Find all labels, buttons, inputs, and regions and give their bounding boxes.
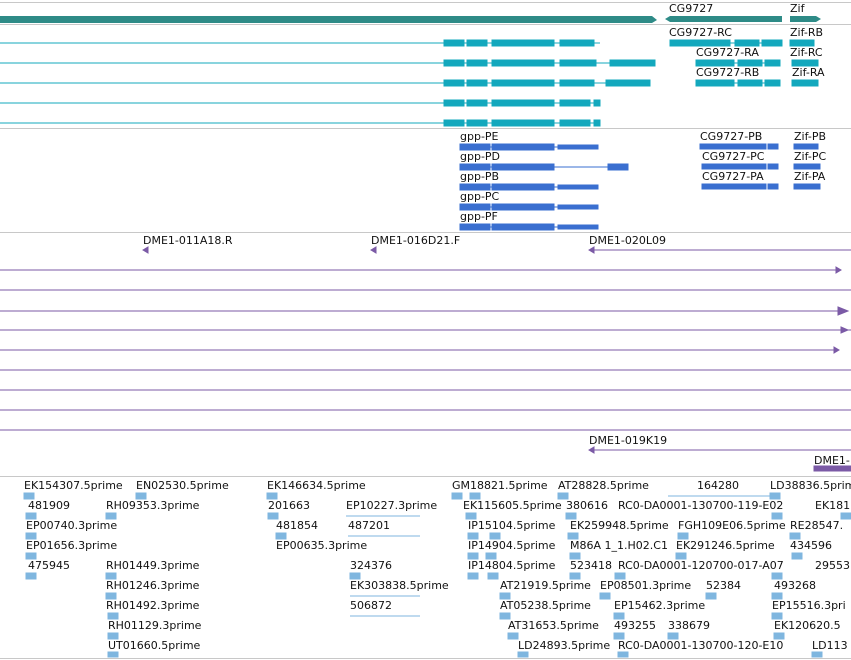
est-label[interactable]: EN02530.5prime <box>136 479 229 492</box>
est-label[interactable]: RH01492.3prime <box>106 599 200 612</box>
est-label[interactable]: RC0-DA0001-120700-017-A07 <box>618 559 784 572</box>
gene-label[interactable]: Zif <box>790 2 805 15</box>
est-label[interactable]: RC0-DA0001-130700-120-E10 <box>618 639 784 652</box>
protein-label[interactable]: CG9727-PC <box>702 150 765 163</box>
transcript-label[interactable]: CG9727-RA <box>696 46 759 59</box>
est-label[interactable]: UT01660.5prime <box>108 639 201 652</box>
est-label[interactable]: 380616 <box>566 499 608 512</box>
est-label[interactable]: EK120620.5 <box>774 619 841 632</box>
est-label[interactable]: EK181 <box>815 499 851 512</box>
est-label[interactable]: EP15516.3pri <box>772 599 846 612</box>
est-label[interactable]: RH01449.3prime <box>106 559 200 572</box>
arrow-right-icon <box>652 16 657 23</box>
protein-label[interactable]: gpp-PC <box>460 190 500 203</box>
clone-label[interactable]: DME1-011A18.R <box>143 234 233 247</box>
protein-label[interactable]: Zif-PB <box>794 130 827 143</box>
est-label[interactable]: RH09353.3prime <box>106 499 200 512</box>
est-label[interactable]: EK146634.5prime <box>267 479 366 492</box>
est-label[interactable]: EP01656.3prime <box>26 539 118 552</box>
est-label[interactable]: 324376 <box>350 559 392 572</box>
gene-feature[interactable] <box>0 16 652 23</box>
est-label[interactable]: EP10227.3prime <box>346 499 438 512</box>
transcript-label[interactable]: CG9727-RB <box>696 66 760 79</box>
est-label[interactable]: 481909 <box>28 499 70 512</box>
transcript-label[interactable]: Zif-RB <box>790 26 824 39</box>
est-label[interactable]: RH01129.3prime <box>108 619 202 632</box>
est-label[interactable]: GM18821.5prime <box>452 479 548 492</box>
est-label[interactable]: 52384 <box>706 579 741 592</box>
est-label[interactable]: IP14804.5prime <box>468 559 556 572</box>
est-label[interactable]: LD38836.5prime <box>770 479 851 492</box>
transcript-label[interactable]: CG9727-RC <box>669 26 732 39</box>
est-label[interactable]: M86A 1_1.H02.C1 <box>570 539 668 552</box>
protein-label[interactable]: CG9727-PA <box>702 170 764 183</box>
transcript-label[interactable]: Zif-RC <box>790 46 823 59</box>
est-label[interactable]: FGH109E06.5prime <box>678 519 786 532</box>
track-divider <box>0 232 851 233</box>
protein-label[interactable]: gpp-PF <box>460 210 498 223</box>
clone-graphics <box>0 246 851 472</box>
est-label[interactable]: EK154307.5prime <box>24 479 123 492</box>
est-label[interactable]: 506872 <box>350 599 392 612</box>
est-label[interactable]: AT05238.5prime <box>500 599 591 612</box>
est-label[interactable]: EK259948.5prime <box>570 519 669 532</box>
est-label[interactable]: IP15104.5prime <box>468 519 556 532</box>
protein-label[interactable]: gpp-PB <box>460 170 500 183</box>
protein-label[interactable]: Zif-PA <box>794 170 826 183</box>
est-label[interactable]: EP00740.3prime <box>26 519 118 532</box>
est-label[interactable]: EK115605.5prime <box>463 499 562 512</box>
est-label[interactable]: EP15462.3prime <box>614 599 706 612</box>
gene-feature[interactable] <box>670 16 782 22</box>
arrow-right-icon <box>816 16 821 22</box>
clone-label[interactable]: DME1-016D21.F <box>371 234 461 247</box>
transcript-graphics <box>0 39 819 127</box>
est-label[interactable]: AT21919.5prime <box>500 579 591 592</box>
est-label[interactable]: EP08501.3prime <box>600 579 692 592</box>
est-label[interactable]: 201663 <box>268 499 310 512</box>
est-label[interactable]: 481854 <box>276 519 318 532</box>
est-label[interactable]: IP14904.5prime <box>468 539 556 552</box>
track-divider <box>0 2 851 3</box>
est-label[interactable]: 29553 <box>815 559 850 572</box>
est-label[interactable]: 493255 <box>614 619 656 632</box>
track-divider <box>0 476 851 477</box>
track-divider <box>0 128 851 129</box>
est-label[interactable]: 523418 <box>570 559 612 572</box>
clone-label[interactable]: DME1-020L09 <box>589 234 666 247</box>
est-label[interactable]: RH01246.3prime <box>106 579 200 592</box>
est-label[interactable]: 164280 <box>697 479 739 492</box>
est-label[interactable]: AT28828.5prime <box>558 479 649 492</box>
est-label[interactable]: EK291246.5prime <box>676 539 775 552</box>
est-label[interactable]: 434596 <box>790 539 832 552</box>
est-label[interactable]: EK303838.5prime <box>350 579 449 592</box>
est-label[interactable]: EP00635.3prime <box>276 539 368 552</box>
transcript-label[interactable]: Zif-RA <box>792 66 825 79</box>
gene-feature[interactable] <box>790 16 816 22</box>
gene-label[interactable]: CG9727 <box>669 2 714 15</box>
protein-label[interactable]: CG9727-PB <box>700 130 763 143</box>
est-label[interactable]: 487201 <box>348 519 390 532</box>
clone-label[interactable]: DME1-019K19 <box>589 434 668 447</box>
protein-graphics <box>459 143 821 231</box>
clone-label[interactable]: DME1- <box>814 454 850 467</box>
protein-label[interactable]: gpp-PD <box>460 150 501 163</box>
est-label[interactable]: LD24893.5prime <box>518 639 611 652</box>
est-label[interactable]: RE28547. <box>790 519 844 532</box>
track-divider <box>0 658 851 659</box>
est-label[interactable]: RC0-DA0001-130700-119-E02 <box>618 499 784 512</box>
protein-label[interactable]: Zif-PC <box>794 150 827 163</box>
protein-label[interactable]: gpp-PE <box>460 130 499 143</box>
est-label[interactable]: LD113 <box>812 639 848 652</box>
arrow-left-icon <box>665 16 670 22</box>
est-label[interactable]: 493268 <box>774 579 816 592</box>
est-label[interactable]: AT31653.5prime <box>508 619 599 632</box>
est-label[interactable]: 475945 <box>28 559 70 572</box>
est-label[interactable]: 338679 <box>668 619 710 632</box>
track-divider <box>0 24 851 25</box>
